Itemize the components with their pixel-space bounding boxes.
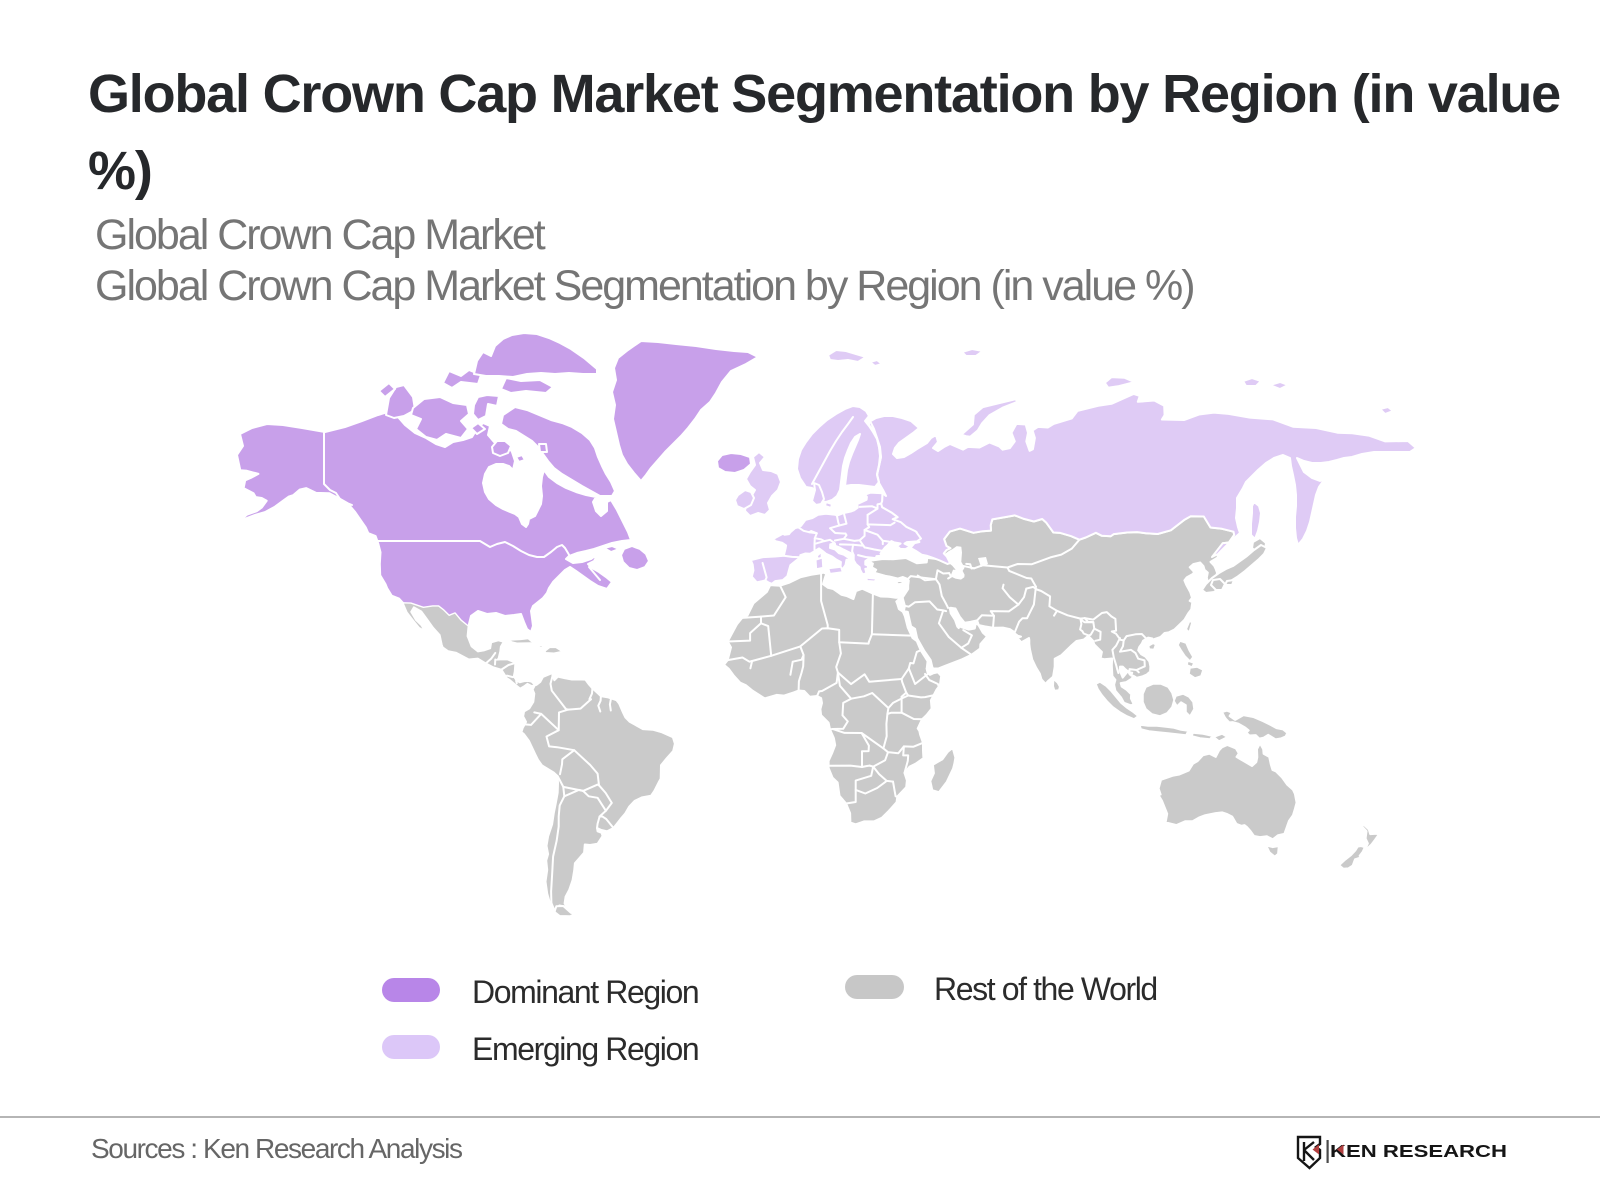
svg-text:KEN RESEARCH: KEN RESEARCH bbox=[1330, 1141, 1507, 1161]
